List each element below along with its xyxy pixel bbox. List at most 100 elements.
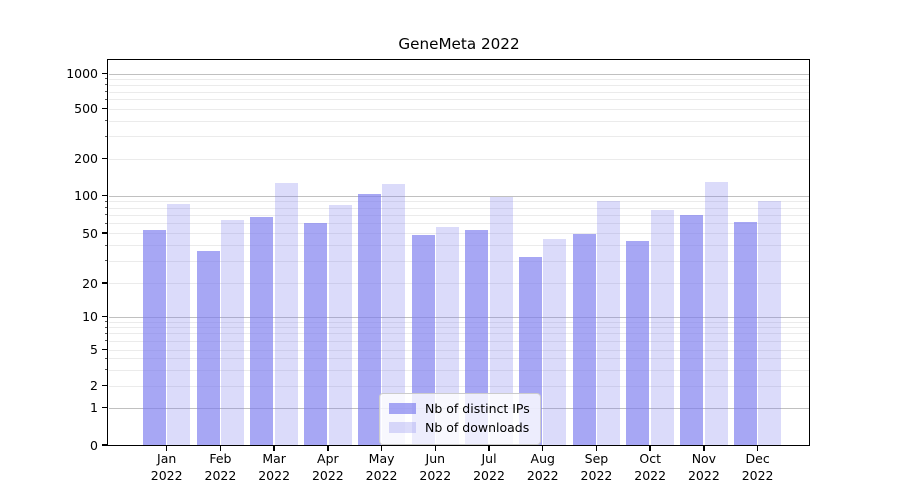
minor-gridline bbox=[109, 349, 809, 351]
y-tick-label: 100 bbox=[74, 188, 98, 203]
bar-downloads-10 bbox=[650, 210, 674, 445]
minor-gridline bbox=[109, 385, 809, 387]
x-tick-label: Aug 2022 bbox=[526, 451, 559, 483]
x-tick-label: Feb 2022 bbox=[204, 451, 237, 483]
bar-downloads-4 bbox=[328, 204, 352, 445]
x-tick-label: Mar 2022 bbox=[258, 451, 291, 483]
y-minor-tick bbox=[104, 91, 108, 92]
x-tick-mark bbox=[756, 446, 759, 451]
bar-downloads-7 bbox=[489, 196, 513, 445]
y-minor-tick bbox=[104, 340, 108, 342]
x-tick-mark bbox=[219, 446, 222, 451]
minor-gridline bbox=[109, 233, 809, 234]
y-tick-mark bbox=[102, 72, 108, 75]
y-tick-mark bbox=[102, 348, 108, 351]
y-minor-tick bbox=[104, 260, 108, 262]
y-minor-tick bbox=[104, 78, 108, 80]
y-minor-tick bbox=[104, 326, 108, 328]
x-tick-mark bbox=[595, 446, 598, 451]
legend-swatch-distinct-ips bbox=[389, 402, 416, 414]
minor-gridline bbox=[109, 84, 809, 86]
bar-ips-1 bbox=[143, 229, 166, 445]
x-tick-label: Jul 2022 bbox=[473, 451, 505, 483]
y-tick-label: 1000 bbox=[66, 66, 98, 81]
bar-downloads-9 bbox=[597, 201, 621, 445]
bar-ips-4 bbox=[304, 223, 328, 445]
bar-ips-10 bbox=[626, 241, 650, 445]
bar-downloads-2 bbox=[221, 220, 245, 445]
bar-ips-7 bbox=[465, 229, 489, 445]
minor-gridline bbox=[109, 201, 809, 203]
x-tick-mark bbox=[488, 446, 490, 451]
bar-downloads-5 bbox=[382, 184, 406, 445]
legend: Nb of distinct IPs Nb of downloads bbox=[379, 392, 541, 445]
bar-ips-2 bbox=[196, 250, 220, 445]
x-tick-label: May 2022 bbox=[365, 451, 398, 483]
y-minor-tick bbox=[104, 120, 108, 122]
minor-gridline bbox=[109, 369, 809, 371]
y-tick-label: 1 bbox=[90, 400, 98, 415]
y-minor-tick bbox=[104, 98, 108, 100]
x-tick-label: Dec 2022 bbox=[741, 451, 774, 483]
x-tick-label: Sep 2022 bbox=[580, 451, 613, 483]
legend-label-downloads: Nb of downloads bbox=[425, 420, 530, 436]
minor-gridline bbox=[109, 136, 809, 138]
minor-gridline bbox=[109, 108, 809, 110]
minor-gridline bbox=[109, 78, 809, 80]
x-tick-mark bbox=[703, 446, 705, 451]
y-minor-tick bbox=[104, 369, 108, 371]
bar-ips-12 bbox=[733, 222, 757, 445]
y-tick-mark bbox=[102, 232, 108, 234]
minor-gridline bbox=[109, 245, 809, 247]
y-minor-tick bbox=[104, 244, 108, 246]
y-minor-tick bbox=[104, 200, 108, 202]
x-tick-mark bbox=[434, 446, 436, 451]
y-minor-tick bbox=[104, 332, 108, 334]
minor-gridline bbox=[109, 214, 809, 216]
major-gridline bbox=[109, 195, 809, 197]
bar-ips-11 bbox=[680, 214, 704, 445]
y-tick-label: 50 bbox=[82, 225, 98, 241]
y-tick-mark bbox=[102, 384, 108, 387]
x-tick-label: Nov 2022 bbox=[687, 451, 720, 483]
y-minor-tick bbox=[104, 321, 108, 323]
y-tick-label: 500 bbox=[74, 101, 98, 116]
y-minor-tick bbox=[104, 357, 108, 359]
minor-gridline bbox=[109, 158, 809, 160]
chart-title: GeneMeta 2022 bbox=[398, 35, 520, 53]
minor-gridline bbox=[109, 99, 809, 101]
x-tick-mark bbox=[380, 446, 383, 451]
x-tick-mark bbox=[542, 446, 544, 451]
major-gridline bbox=[109, 73, 809, 75]
minor-gridline bbox=[109, 91, 809, 93]
y-tick-mark bbox=[102, 406, 108, 409]
y-minor-tick bbox=[104, 214, 108, 216]
bar-downloads-11 bbox=[704, 182, 728, 445]
major-gridline bbox=[109, 316, 809, 318]
minor-gridline bbox=[109, 223, 809, 225]
y-tick-mark bbox=[102, 315, 108, 318]
minor-gridline bbox=[109, 327, 809, 329]
x-tick-mark bbox=[166, 446, 168, 451]
y-tick-label: 20 bbox=[82, 275, 98, 291]
x-tick-mark bbox=[327, 446, 329, 451]
y-tick-label: 200 bbox=[74, 151, 98, 166]
x-tick-label: Apr 2022 bbox=[311, 451, 344, 483]
minor-gridline bbox=[109, 120, 809, 122]
minor-gridline bbox=[109, 333, 809, 335]
bar-ips-9 bbox=[572, 234, 596, 445]
minor-gridline bbox=[109, 321, 809, 323]
x-tick-mark bbox=[273, 446, 275, 451]
y-tick-mark bbox=[102, 282, 108, 284]
y-tick-label: 5 bbox=[90, 342, 98, 357]
y-minor-tick bbox=[104, 84, 108, 86]
minor-gridline bbox=[109, 358, 809, 360]
y-tick-label: 0 bbox=[90, 437, 98, 453]
bar-ips-5 bbox=[357, 193, 381, 445]
legend-swatch-downloads bbox=[389, 422, 416, 434]
bar-downloads-12 bbox=[758, 201, 782, 445]
y-tick-mark bbox=[102, 107, 108, 110]
x-tick-mark bbox=[649, 446, 651, 451]
minor-gridline bbox=[109, 260, 809, 262]
